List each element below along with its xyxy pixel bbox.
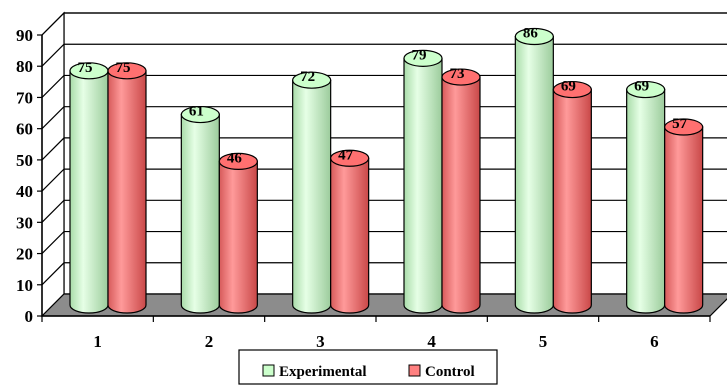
bar-top-experimental-2 — [180, 105, 220, 124]
y-tick-label: 20 — [16, 245, 33, 264]
gridline — [41, 168, 727, 192]
gridline — [41, 199, 727, 223]
bar-control-4 — [441, 76, 481, 314]
legend-swatch-experimental — [262, 364, 275, 377]
bar-control-3 — [330, 157, 370, 314]
y-tick-label: 10 — [16, 276, 33, 295]
data-label-experimental-5: 86 — [523, 25, 539, 41]
bar-control-6 — [664, 126, 704, 314]
bar-experimental-3 — [292, 79, 332, 314]
y-tick-label: 80 — [16, 57, 33, 76]
bar-experimental-5 — [514, 35, 554, 314]
y-tick-label: 0 — [25, 307, 34, 326]
legend: Experimental Control — [238, 349, 498, 385]
gridline — [41, 74, 727, 98]
y-tick-label: 30 — [16, 213, 33, 232]
data-label-experimental-1: 75 — [78, 60, 93, 76]
bar-top-experimental-3 — [292, 71, 332, 89]
data-label-experimental-3: 72 — [300, 69, 315, 85]
bar-top-control-5 — [552, 80, 592, 99]
bar-control-5 — [552, 88, 592, 314]
gridline — [41, 230, 727, 254]
y-tick-label: 90 — [16, 26, 33, 45]
bar-experimental-1 — [69, 70, 109, 314]
legend-label-control: Control — [425, 364, 475, 380]
y-tick-label: 60 — [16, 120, 33, 139]
data-label-experimental-4: 79 — [412, 47, 427, 63]
x-tick-label: 2 — [205, 332, 214, 351]
y-tick-label: 40 — [16, 182, 33, 201]
bar-experimental-6 — [626, 88, 666, 314]
x-tick-label: 6 — [650, 332, 659, 351]
bar-experimental-2 — [180, 113, 220, 314]
data-label-control-5: 69 — [561, 79, 576, 95]
labels-layer: 75 61 72 79 86 69 75 46 47 73 69 57 — [78, 25, 688, 166]
data-label-experimental-2: 61 — [189, 104, 204, 120]
data-label-control-3: 47 — [338, 147, 354, 163]
axis-layer: 0 10 20 30 40 50 60 70 80 90 1 2 3 4 5 6 — [16, 26, 711, 351]
y-tick-label: 50 — [16, 151, 33, 170]
bar-top-control-3 — [330, 149, 370, 167]
data-label-control-2: 46 — [227, 150, 243, 166]
bar-control-1 — [107, 70, 147, 314]
data-label-experimental-6: 69 — [634, 79, 649, 95]
legend-label-experimental: Experimental — [279, 364, 367, 380]
legend-box — [238, 349, 498, 385]
gridline — [41, 12, 727, 36]
bar-top-control-1 — [107, 62, 147, 80]
x-tick-label: 3 — [316, 332, 325, 351]
bar-top-control-2 — [218, 152, 258, 170]
bar-top-experimental-6 — [626, 80, 666, 99]
bar-top-control-4 — [441, 68, 481, 86]
bar-top-experimental-4 — [403, 49, 443, 67]
gridline — [41, 43, 727, 67]
x-tick-label: 5 — [539, 332, 548, 351]
bars-layer — [69, 27, 704, 314]
bar-experimental-4 — [403, 57, 443, 314]
bar-control-2 — [218, 160, 258, 314]
bar-top-experimental-5 — [514, 27, 554, 46]
gridline — [41, 106, 727, 130]
legend-swatch-control — [408, 364, 421, 377]
side-wall — [41, 11, 65, 318]
data-label-control-1: 75 — [116, 60, 131, 76]
x-tick-label: 4 — [427, 332, 436, 351]
gridline — [41, 262, 727, 286]
y-tick-label: 70 — [16, 88, 33, 107]
data-label-control-6: 57 — [672, 116, 688, 132]
data-label-control-4: 73 — [450, 66, 465, 82]
gridline — [41, 137, 727, 161]
bar-top-control-6 — [664, 118, 704, 136]
x-tick-label: 1 — [93, 332, 102, 351]
